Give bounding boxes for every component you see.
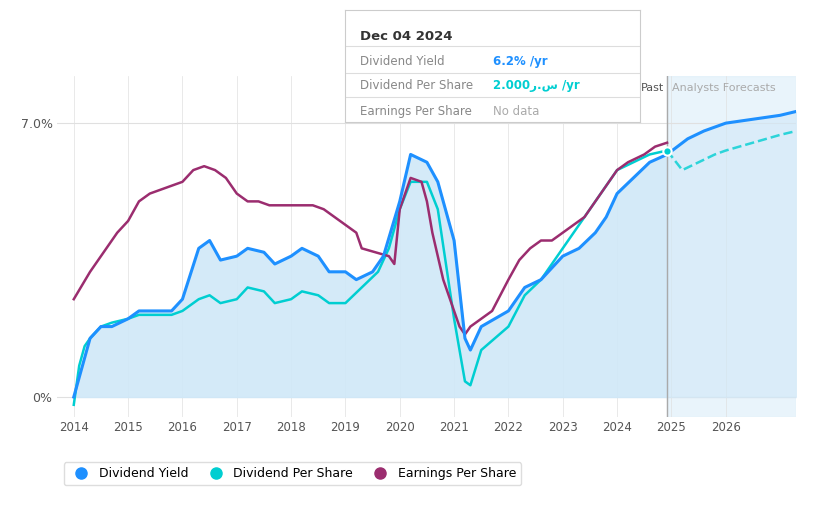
Text: Dec 04 2024: Dec 04 2024	[360, 30, 452, 43]
Text: No data: No data	[493, 105, 539, 118]
Text: Dividend Yield: Dividend Yield	[360, 55, 444, 68]
Bar	[667, 76, 796, 417]
Text: 2.000ر.س /yr: 2.000ر.س /yr	[493, 79, 580, 92]
Text: 6.2% /yr: 6.2% /yr	[493, 55, 548, 68]
Text: Analysts Forecasts: Analysts Forecasts	[672, 83, 776, 92]
Legend: Dividend Yield, Dividend Per Share, Earnings Per Share: Dividend Yield, Dividend Per Share, Earn…	[64, 462, 521, 485]
Text: Dividend Per Share: Dividend Per Share	[360, 79, 473, 92]
Text: Earnings Per Share: Earnings Per Share	[360, 105, 471, 118]
Text: Past: Past	[641, 83, 664, 92]
